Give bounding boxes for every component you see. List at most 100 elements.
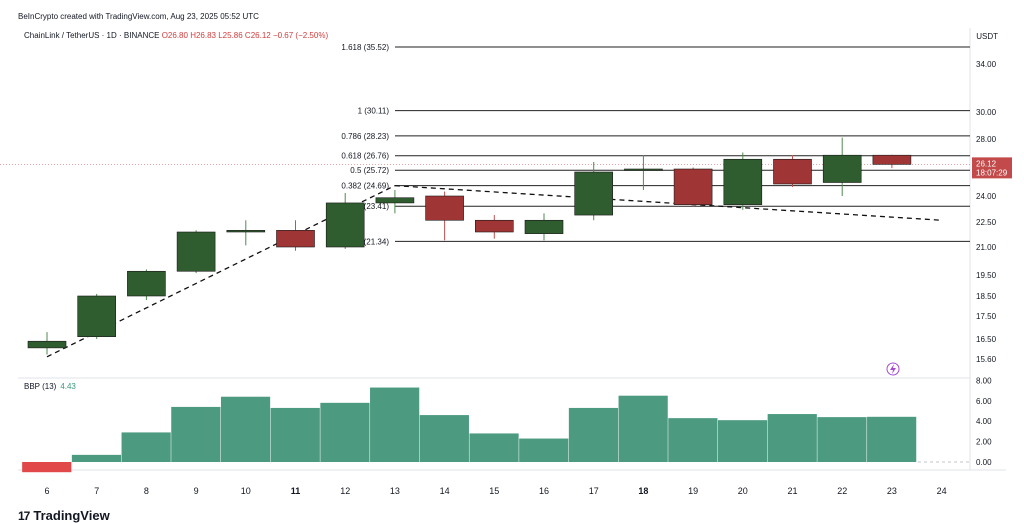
candle-body: [276, 230, 315, 248]
candle-body: [673, 168, 713, 205]
time-axis-label: 15: [489, 486, 499, 496]
candle-body: [474, 219, 514, 233]
time-axis-label: 21: [787, 486, 797, 496]
bbp-bar: [767, 414, 817, 462]
bbp-bar: [867, 416, 917, 462]
ohlc-high: H26.83: [190, 31, 216, 40]
price-tag-box: [972, 157, 1012, 179]
time-axis-label: 20: [738, 486, 748, 496]
bbp-bar: [370, 387, 420, 462]
fib-level-label: 0.786 (28.23): [341, 132, 389, 141]
indicator-name: BBP (13): [24, 382, 57, 391]
candle-body: [375, 197, 415, 204]
candle-body: [325, 202, 365, 248]
bbp-bar: [171, 406, 221, 462]
time-axis-label: 23: [887, 486, 897, 496]
fib-level-label: 0.618 (26.76): [341, 152, 389, 161]
chart-attribution: BeInCrypto created with TradingView.com,…: [18, 12, 259, 21]
bbp-bar: [717, 420, 768, 462]
time-axis-label: 19: [688, 486, 698, 496]
brand-name: TradingView: [33, 508, 110, 523]
price-axis-label: 24.00: [976, 192, 997, 201]
lightning-icon: [886, 362, 900, 376]
bbp-bar: [618, 395, 668, 462]
indicator-value: 4.43: [60, 382, 76, 391]
tradingview-brand: 17 TradingView: [18, 508, 110, 523]
price-axis-label: 16.50: [976, 335, 997, 344]
symbol-legend[interactable]: ChainLink / TetherUS · 1D · BINANCE O26.…: [24, 31, 328, 40]
oscillator-axis-label: 2.00: [976, 438, 992, 447]
candle-body: [524, 219, 564, 234]
price-axis-label: 34.00: [976, 60, 997, 69]
candle-body: [723, 158, 763, 205]
time-axis-label: 7: [94, 486, 99, 496]
candle-body: [574, 171, 614, 216]
candle-body: [822, 154, 862, 183]
time-axis-label: 12: [340, 486, 350, 496]
symbol-name: ChainLink / TetherUS · 1D · BINANCE: [24, 31, 160, 40]
oscillator-axis-label: 6.00: [976, 397, 992, 406]
bbp-bar: [220, 396, 271, 462]
candle-body: [773, 158, 812, 185]
price-tag-countdown: 18:07:29: [976, 168, 1008, 177]
candle-body: [176, 231, 216, 272]
candle-body: [77, 295, 116, 338]
fib-level-label: 0.5 (25.72): [350, 166, 389, 175]
ohlc-low: L25.86: [218, 31, 243, 40]
candle-body: [127, 270, 166, 297]
fib-level-label: 1.618 (35.52): [341, 43, 389, 52]
time-axis-label: 17: [589, 486, 599, 496]
bbp-bar: [817, 417, 867, 462]
price-axis-label: 15.60: [976, 355, 997, 364]
ohlc-close: C26.12: [244, 31, 271, 40]
time-axis-label: 22: [837, 486, 847, 496]
trend-line: [394, 185, 942, 221]
candle-body: [425, 195, 464, 221]
oscillator-axis-label: 8.00: [976, 376, 992, 385]
bbp-bar: [121, 432, 171, 462]
time-axis-label: 16: [539, 486, 549, 496]
oscillator-axis-label: 4.00: [976, 417, 992, 426]
bbp-bar: [519, 438, 569, 462]
candle-body: [226, 230, 266, 233]
ohlc-open: O26.80: [161, 31, 188, 40]
bbp-bar: [22, 462, 72, 473]
oscillator-axis-label: 0.00: [976, 458, 992, 467]
tradingview-logo-icon: 17: [18, 508, 30, 523]
fib-level-label: 1 (30.11): [358, 107, 390, 116]
time-axis-label: 24: [937, 486, 947, 496]
price-axis-label: 22.50: [976, 218, 997, 227]
bbp-bar: [270, 407, 320, 462]
bbp-bar: [668, 418, 718, 462]
candle-body: [27, 340, 67, 349]
price-tag-value: 26.12: [976, 159, 997, 168]
candle-body: [624, 168, 663, 171]
bbp-bar: [568, 407, 619, 462]
price-axis-label: 30.00: [976, 108, 997, 117]
time-axis-label: 10: [241, 486, 251, 496]
fib-level-label: 0 (21.34): [357, 237, 389, 246]
bbp-bar: [71, 454, 122, 462]
fib-level-label: 0.382 (24.69): [341, 182, 389, 191]
time-axis-label: 8: [144, 486, 149, 496]
time-axis-label: 14: [440, 486, 450, 496]
price-axis-label: 18.50: [976, 292, 997, 301]
price-axis-label: 19.50: [976, 271, 997, 280]
indicator-legend[interactable]: BBP (13) 4.43: [24, 382, 76, 391]
price-axis-label: 17.50: [976, 312, 997, 321]
fib-level-label: 0.236 (23.41): [341, 202, 389, 211]
currency-label: USDT: [976, 32, 998, 41]
time-axis-label: 11: [291, 486, 301, 496]
price-axis-label: 28.00: [976, 135, 997, 144]
bbp-bar: [469, 433, 519, 462]
bbp-bar: [419, 415, 469, 462]
time-axis-label: 13: [390, 486, 400, 496]
time-axis-label: 9: [194, 486, 199, 496]
time-axis-label: 18: [638, 486, 648, 496]
bbp-bar: [320, 402, 370, 462]
time-axis-label: 6: [44, 486, 49, 496]
candle-body: [872, 154, 912, 165]
price-change: −0.67 (−2.50%): [272, 31, 329, 40]
